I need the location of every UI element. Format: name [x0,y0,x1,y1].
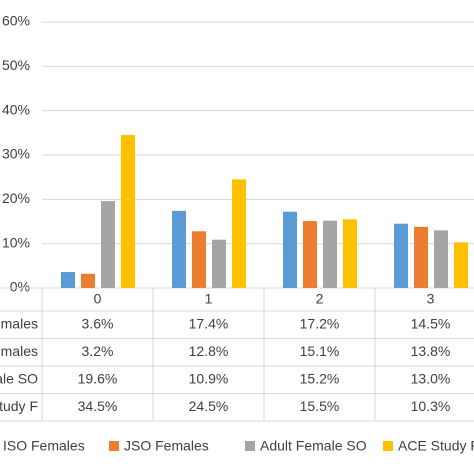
legend-label: ISO Females [3,438,85,454]
bar [454,242,468,288]
bar [212,239,226,288]
bar [303,221,317,288]
table-value: 17.2% [300,315,340,331]
bar [343,219,357,288]
bar [192,231,206,288]
y-tick-label: 30% [2,146,30,162]
bar [61,272,75,288]
y-tick-label: 50% [2,57,30,73]
row-label: JSO Females [0,343,38,359]
y-tick-label: 40% [2,101,30,117]
table-value: 14.5% [411,315,451,331]
table-value: 3.2% [82,343,114,359]
legend-label: Adult Female SO [260,438,367,454]
x-tick-label: 1 [205,291,213,307]
table-value: 13.0% [411,370,451,386]
legend-swatch [383,441,393,451]
x-tick-label: 2 [316,291,324,307]
legend-swatch [245,441,255,451]
legend-swatch [109,441,119,451]
legend-label: ACE Study F [398,438,474,454]
bar [323,220,337,288]
row-label: ISO Females [0,315,38,331]
row-label: ACE Study F [0,398,38,414]
table-value: 19.6% [78,370,118,386]
table-value: 3.6% [82,315,114,331]
bar [101,201,115,288]
bar [434,230,448,288]
table-value: 15.2% [300,370,340,386]
y-tick-label: 10% [2,234,30,250]
y-tick-label: 20% [2,190,30,206]
table-value: 10.3% [411,398,451,414]
y-tick-label: 60% [2,13,30,29]
bar [232,179,246,288]
table-value: 12.8% [189,343,229,359]
table-value: 24.5% [189,398,229,414]
bar [414,226,428,288]
table-value: 34.5% [78,398,118,414]
table-value: 13.8% [411,343,451,359]
bar [283,211,297,288]
x-tick-label: 3 [427,291,435,307]
bar [172,210,186,288]
y-tick-label: 0% [10,279,30,295]
table-value: 17.4% [189,315,229,331]
table-value: 10.9% [189,370,229,386]
legend-label: JSO Females [124,438,209,454]
bar [121,135,135,288]
table-value: 15.1% [300,343,340,359]
row-label: Adult Female SO [0,370,38,386]
x-tick-label: 0 [94,291,102,307]
bar [394,223,408,288]
bar [81,273,95,288]
table-value: 15.5% [300,398,340,414]
